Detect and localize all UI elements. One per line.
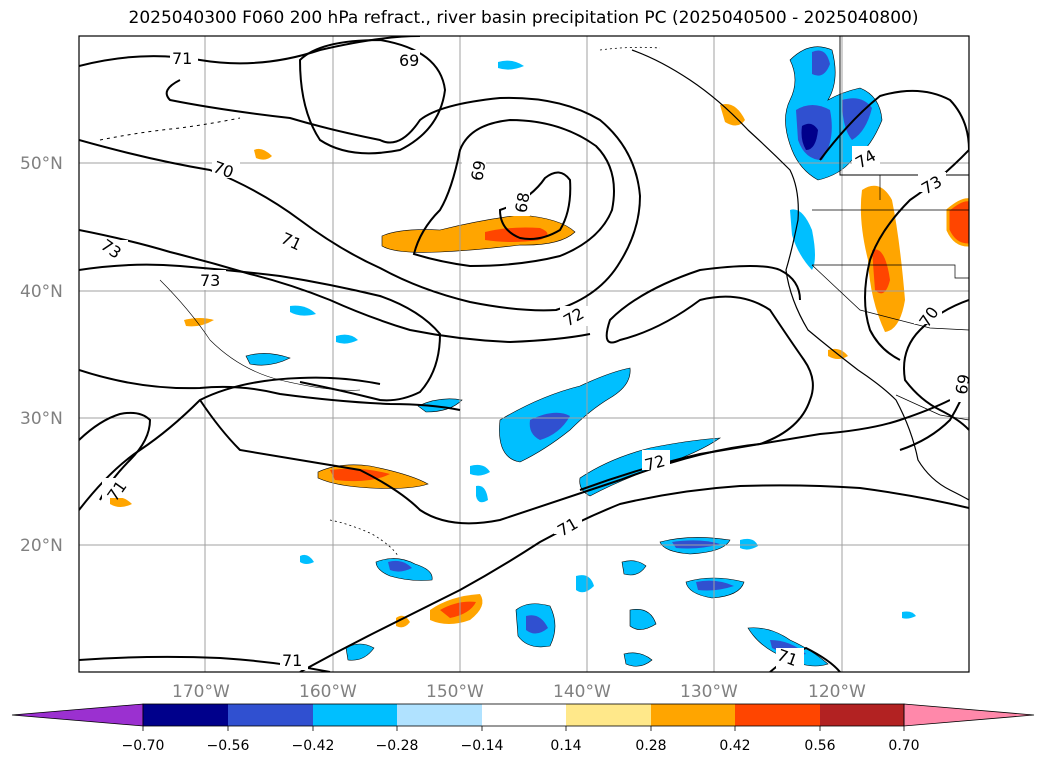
lon-label: 150°W xyxy=(426,682,484,702)
contour-label: 73 xyxy=(200,271,220,290)
colorbar-tick-label: −0.28 xyxy=(376,738,419,754)
negative-precip-blob xyxy=(790,209,815,270)
colorbar-segment xyxy=(482,704,566,726)
positive-precip-blob xyxy=(396,615,410,628)
refractivity-contours xyxy=(79,36,969,672)
contour-line xyxy=(79,79,642,312)
map-title: 2025040300 F060 200 hPa refract., river … xyxy=(128,8,919,28)
lat-label: 30°N xyxy=(20,409,63,429)
negative-precip-blob xyxy=(498,60,524,70)
negative-precip-blob xyxy=(336,334,358,344)
lon-label: 130°W xyxy=(680,682,738,702)
colorbar-tick-label: 0.56 xyxy=(804,738,835,754)
positive-precip-core xyxy=(440,601,476,618)
negative-precip-blob xyxy=(740,538,758,550)
colorbar-tick-label: −0.14 xyxy=(461,738,504,754)
lat-label: 20°N xyxy=(20,536,63,556)
lon-label: 160°W xyxy=(299,682,357,702)
contour-line xyxy=(79,229,591,344)
negative-precip-blob xyxy=(629,609,657,630)
colorbar-tick-label: 0.42 xyxy=(719,738,750,754)
negative-precip-core xyxy=(526,615,548,634)
positive-precip-core xyxy=(872,249,890,294)
contour-label: 69 xyxy=(467,159,489,182)
latitude-labels: 50°N 40°N 30°N 20°N xyxy=(20,154,63,556)
colorbar-tick-label: 0.70 xyxy=(888,738,919,754)
positive-precip-blob xyxy=(254,148,272,160)
contour-label: 68 xyxy=(511,191,533,214)
lat-label: 40°N xyxy=(20,282,63,302)
negative-precip-core-strong xyxy=(801,123,818,150)
negative-precip-core xyxy=(812,50,830,76)
positive-precip-blob xyxy=(110,496,132,507)
colorbar-segment xyxy=(228,704,313,726)
contour-label-layer: 71 69 70 69 68 71 73 73 72 74 73 70 69 xyxy=(97,48,974,670)
contour-line xyxy=(79,263,442,402)
lon-label: 140°W xyxy=(553,682,611,702)
negative-precip-blob xyxy=(290,305,316,316)
negative-precip-blob xyxy=(245,353,291,366)
negative-precip-blob xyxy=(476,485,488,503)
contour-label: 69 xyxy=(952,373,974,396)
colorbar-tick-label: −0.42 xyxy=(292,738,335,754)
colorbar-tick-label: 0.28 xyxy=(635,738,666,754)
colorbar-tick-label: 0.14 xyxy=(550,738,581,754)
colorbar-extend-min xyxy=(11,703,144,727)
contour-line xyxy=(298,38,447,155)
colorbar-segment xyxy=(566,704,651,726)
contour-line xyxy=(79,411,152,501)
contour-label: 69 xyxy=(399,51,419,70)
colorbar: −0.70 −0.56 −0.42 −0.28 −0.14 0.14 0.28 … xyxy=(11,703,1035,754)
negative-precip-blob xyxy=(417,398,463,413)
contour-line xyxy=(79,369,461,411)
positive-precip-blob xyxy=(381,214,576,253)
colorbar-tick-label: −0.70 xyxy=(122,738,165,754)
colorbar-segment xyxy=(143,704,228,726)
lon-label: 120°W xyxy=(808,682,866,702)
colorbar-segment xyxy=(313,704,397,726)
contour-line xyxy=(412,118,615,268)
negative-precip-core xyxy=(672,540,720,549)
negative-precip-blob xyxy=(470,464,490,476)
colorbar-segment xyxy=(651,704,735,726)
contour-label: 71 xyxy=(282,651,302,670)
lat-label: 50°N xyxy=(20,154,63,174)
colorbar-segment xyxy=(820,704,904,726)
contour-label: 71 xyxy=(172,49,192,68)
colorbar-tick-label: −0.56 xyxy=(207,738,250,754)
colorbar-extend-max xyxy=(903,703,1035,727)
positive-precip-blob xyxy=(946,198,969,247)
contour-label: 72 xyxy=(643,451,668,475)
negative-precip-blob xyxy=(300,554,314,564)
negative-precip-core xyxy=(388,560,412,572)
positive-precip-blob xyxy=(184,318,214,327)
colorbar-segment xyxy=(735,704,820,726)
map-frame xyxy=(78,35,970,673)
negative-precip-core xyxy=(529,412,570,440)
negative-precip-blob xyxy=(902,611,916,619)
contour-line xyxy=(299,484,969,672)
contour-line xyxy=(498,171,572,240)
negative-precip-blob xyxy=(623,652,653,667)
lon-label: 170°W xyxy=(172,682,230,702)
colorbar-segment xyxy=(397,704,482,726)
negative-precip-blob xyxy=(345,643,375,661)
negative-precip-blob xyxy=(621,560,647,576)
longitude-labels: 170°W 160°W 150°W 140°W 130°W 120°W xyxy=(172,682,866,702)
graticule xyxy=(79,36,969,672)
negative-precip-blob xyxy=(576,575,594,593)
contour-line xyxy=(199,265,814,525)
negative-precip-core xyxy=(696,580,734,591)
